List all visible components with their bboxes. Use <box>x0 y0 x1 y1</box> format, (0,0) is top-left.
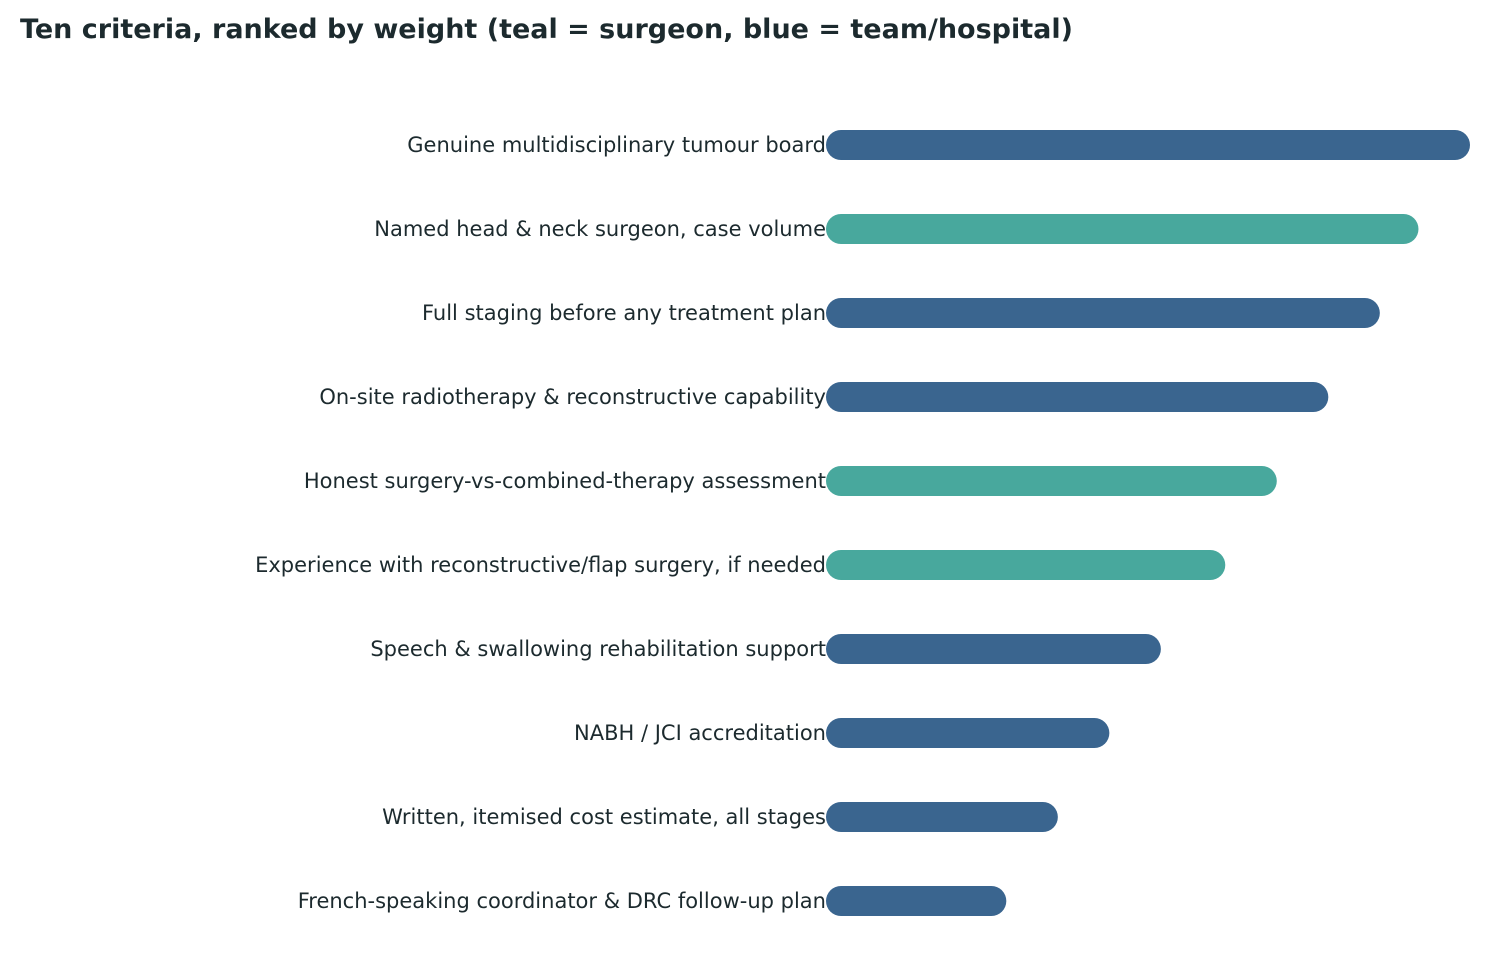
bar <box>826 130 1470 160</box>
bars <box>826 130 1470 916</box>
chart-title: Ten criteria, ranked by weight (teal = s… <box>20 14 1073 45</box>
category-label: Written, itemised cost estimate, all sta… <box>382 805 826 829</box>
category-label: Experience with reconstructive/flap surg… <box>255 553 826 577</box>
bar <box>826 802 1058 832</box>
category-label: Genuine multidisciplinary tumour board <box>407 133 826 157</box>
category-label: Named head & neck surgeon, case volume <box>374 217 826 241</box>
category-label: French-speaking coordinator & DRC follow… <box>298 889 826 913</box>
category-label: Full staging before any treatment plan <box>422 301 826 325</box>
bar <box>826 214 1419 244</box>
bar <box>826 550 1226 580</box>
bar <box>826 382 1329 412</box>
category-label: Honest surgery-vs-combined-therapy asses… <box>304 469 826 493</box>
category-label: Speech & swallowing rehabilitation suppo… <box>370 637 826 661</box>
bar <box>826 886 1007 916</box>
bar <box>826 718 1110 748</box>
category-label: On-site radiotherapy & reconstructive ca… <box>319 385 826 409</box>
category-label: NABH / JCI accreditation <box>574 721 826 745</box>
bar <box>826 634 1161 664</box>
bar <box>826 466 1277 496</box>
bar <box>826 298 1380 328</box>
category-labels: Genuine multidisciplinary tumour board Na… <box>255 133 826 913</box>
